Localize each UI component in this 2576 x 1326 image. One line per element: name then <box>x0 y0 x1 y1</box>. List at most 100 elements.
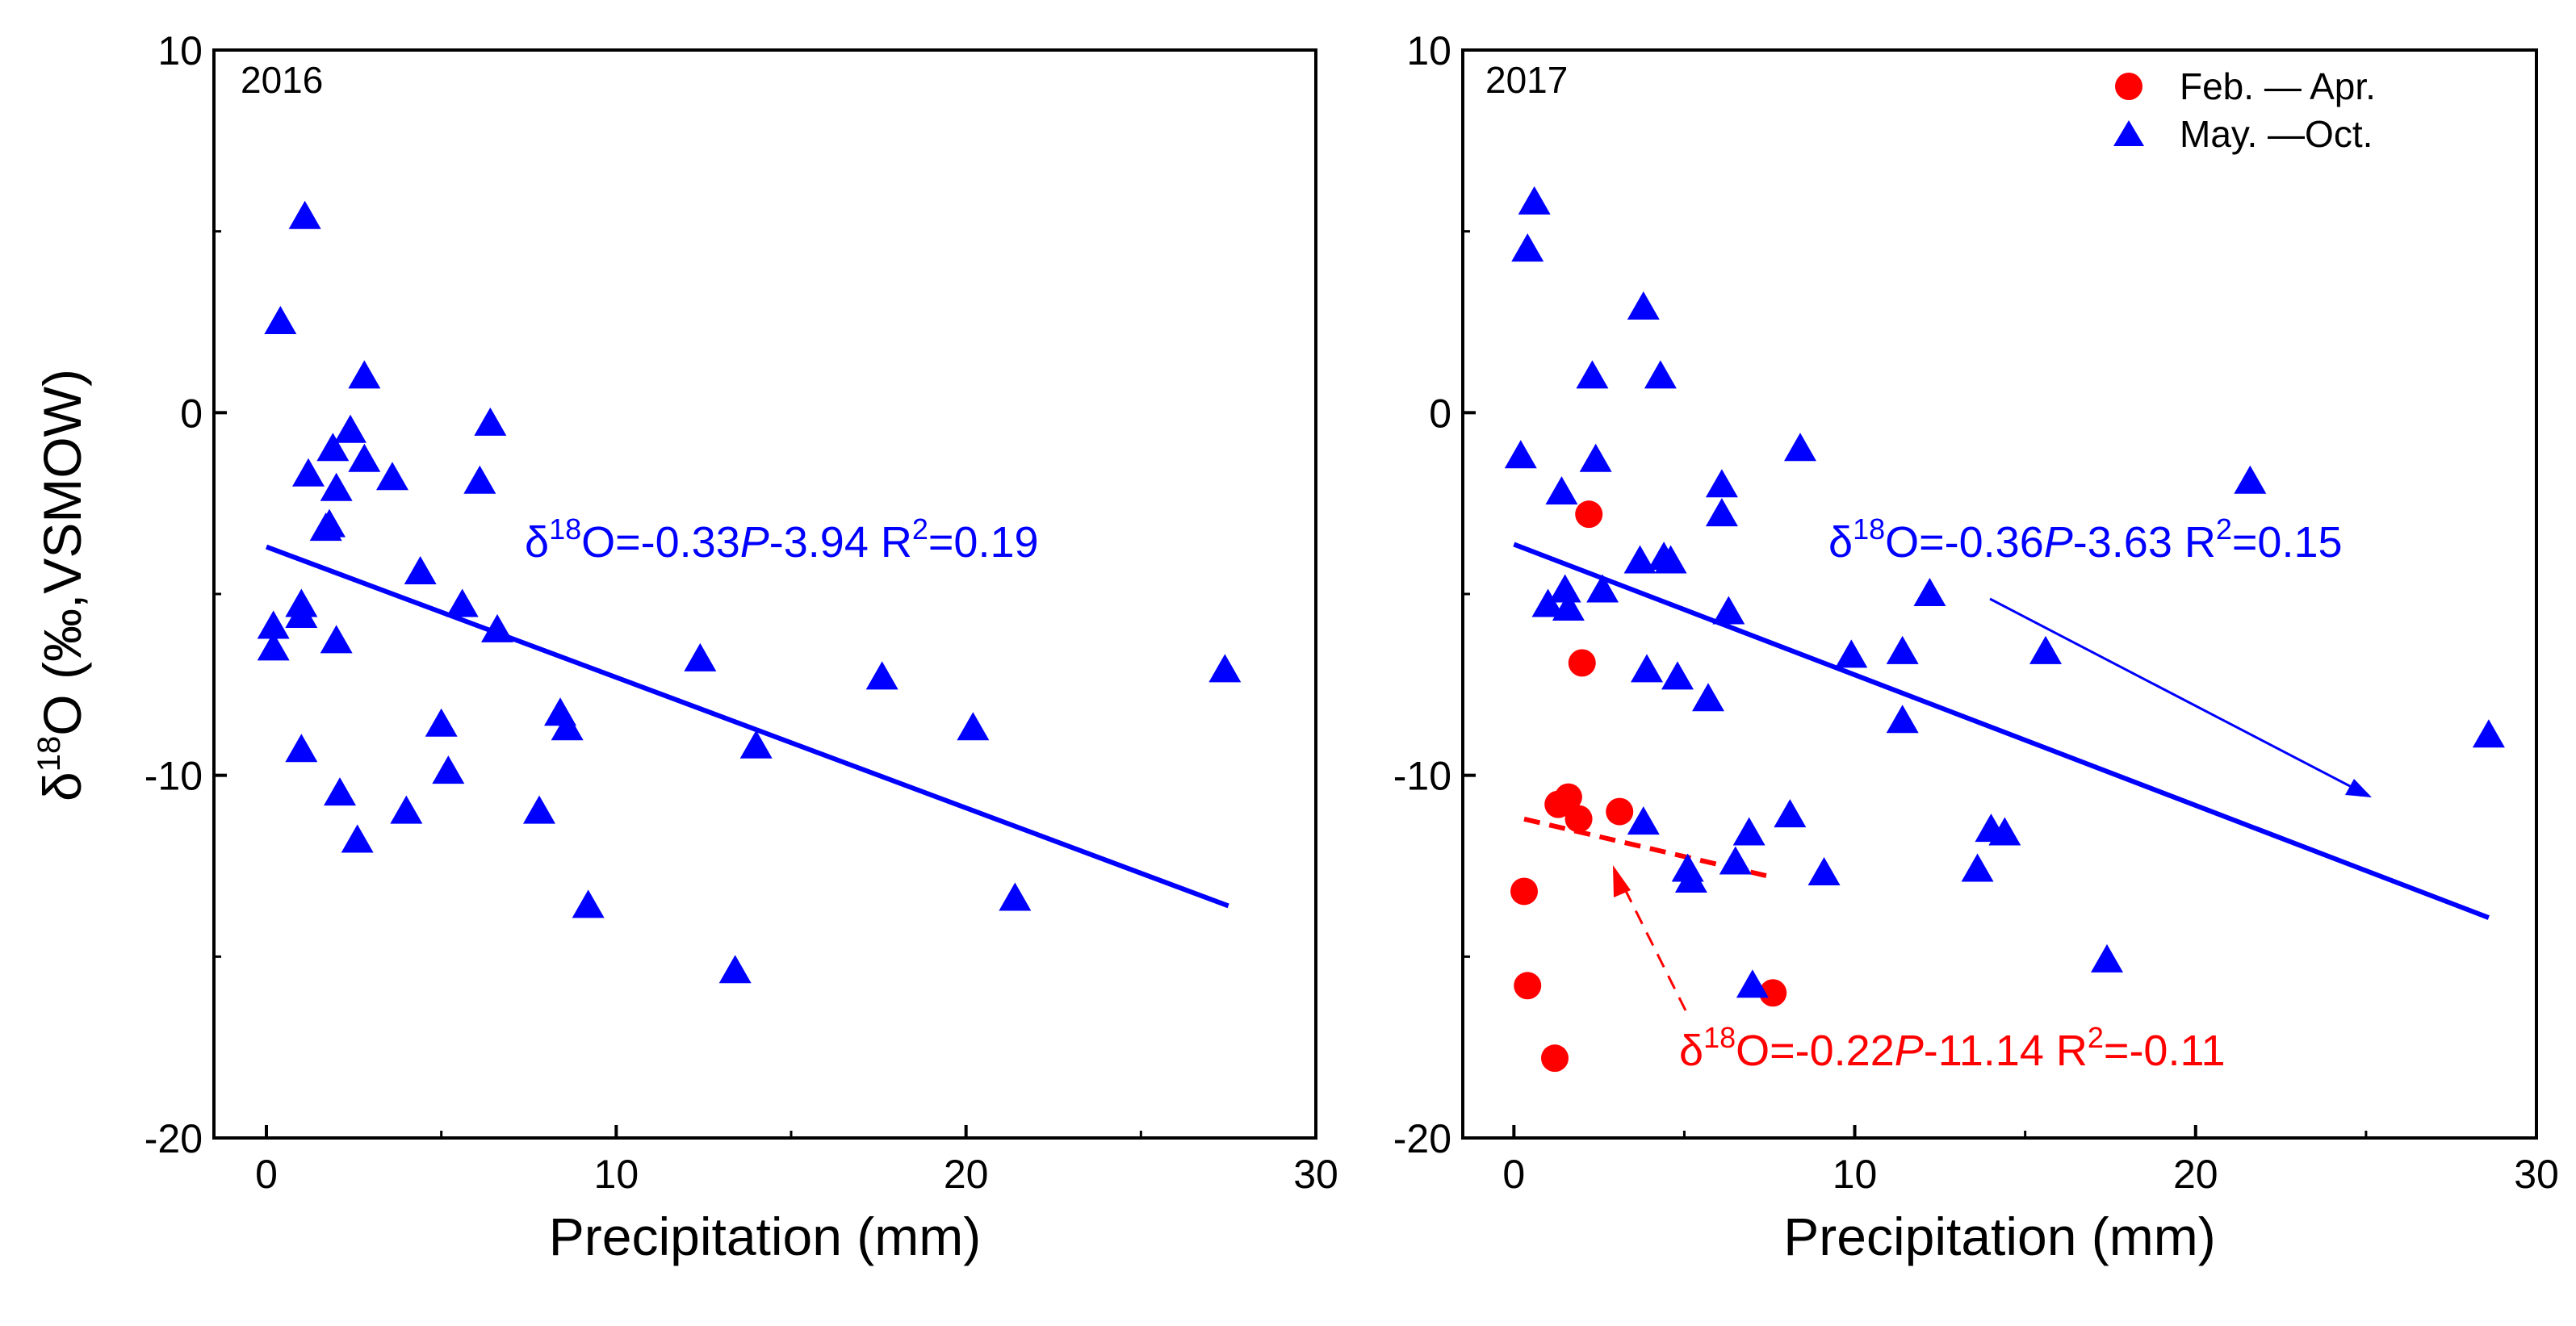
data-point-triangle <box>264 306 297 334</box>
y-tick-label: 0 <box>1429 391 1451 436</box>
data-point-triangle <box>957 712 990 741</box>
data-point-triangle <box>1623 545 1657 574</box>
data-point-triangle <box>390 795 423 824</box>
data-point-triangle <box>463 465 496 494</box>
data-point-circle <box>1568 649 1596 677</box>
regression-equation-2017-feb-apr: δ18O=-0.22P-11.14 R2=-0.11 <box>1679 1021 2226 1075</box>
data-point-triangle <box>1692 683 1724 712</box>
eq-delta: δ <box>1679 1027 1703 1075</box>
data-point-triangle <box>1208 654 1242 683</box>
data-point-triangle <box>572 889 605 918</box>
x-tick-label: 20 <box>2173 1152 2218 1197</box>
y-tick-label: -10 <box>145 754 203 799</box>
data-point-triangle <box>257 610 290 639</box>
data-point-triangle <box>1579 443 1612 472</box>
regression-equation-2017-may-oct: δ18O=-0.36P-3.63 R2=0.15 <box>1828 512 2343 567</box>
data-point-circle <box>1510 877 1538 906</box>
eq-after: -11.14 R <box>1924 1027 2088 1075</box>
legend-marker-triangle <box>2113 120 2144 146</box>
data-point-triangle <box>1712 596 1745 625</box>
legend: Feb. — Apr. May. —Oct. <box>2113 65 2376 155</box>
data-point-triangle <box>481 613 513 642</box>
data-point-triangle <box>1961 853 1994 882</box>
data-point-triangle <box>2472 719 2505 748</box>
eq-r2: =-0.11 <box>2104 1027 2226 1075</box>
data-point-triangle <box>1631 654 1663 683</box>
data-point-triangle <box>1807 856 1841 885</box>
x-axis-title-2017: Precipitation (mm) <box>1783 1207 2215 1266</box>
eq-r2: =0.19 <box>928 518 1039 567</box>
data-point-triangle <box>320 472 353 501</box>
data-point-triangle <box>292 458 325 487</box>
data-point-triangle <box>1661 661 1694 690</box>
data-point-triangle <box>1545 476 1578 505</box>
data-point-circle <box>1544 790 1573 818</box>
data-point-triangle <box>1835 639 1868 668</box>
y-axis-title-sup: 18 <box>31 736 67 772</box>
data-points-2017 <box>1504 186 2505 1073</box>
data-point-triangle <box>285 734 318 763</box>
eq-sup: 18 <box>549 512 581 546</box>
eq-mid: O=-0.36 <box>1885 518 2044 567</box>
data-point-triangle <box>739 730 773 759</box>
data-point-triangle <box>684 642 717 671</box>
data-point-triangle <box>404 556 437 585</box>
plot-frame-2017 <box>1461 48 2538 1140</box>
data-point-circle <box>1564 805 1593 833</box>
data-point-triangle <box>1518 186 1551 215</box>
data-point-triangle <box>1531 588 1564 617</box>
y-tick-label: -20 <box>145 1116 203 1161</box>
data-point-triangle <box>1886 635 1919 664</box>
fit-line-may-oct <box>265 544 1229 909</box>
data-point-triangle <box>1627 291 1660 320</box>
data-point-circle <box>1514 972 1542 1000</box>
data-point-triangle <box>348 360 381 389</box>
eq-mid: O=-0.22 <box>1736 1027 1895 1075</box>
data-point-triangle <box>865 661 898 690</box>
data-point-triangle <box>446 588 479 617</box>
data-points-2016 <box>257 200 1242 984</box>
y-axis-title: δ18O (‰,VSMOW) <box>31 369 92 801</box>
eq-var: P <box>1895 1027 1924 1075</box>
data-point-triangle <box>425 708 458 737</box>
data-point-triangle <box>718 955 752 984</box>
panel-label-2016: 2016 <box>241 59 323 101</box>
eq-delta: δ <box>1828 518 1853 567</box>
data-point-triangle <box>2234 465 2267 494</box>
eq-sup: 18 <box>1703 1021 1736 1054</box>
data-point-triangle <box>316 433 350 462</box>
data-point-triangle <box>341 824 374 853</box>
x-tick-label: 10 <box>1833 1152 1878 1197</box>
data-point-triangle <box>1988 817 2021 846</box>
data-point-triangle <box>1913 578 1946 606</box>
y-axis-title-delta: δ <box>32 772 92 801</box>
data-point-circle <box>1575 500 1603 529</box>
data-point-triangle <box>1674 864 1707 893</box>
data-point-triangle <box>288 200 321 229</box>
eq-delta: δ <box>525 518 549 567</box>
y-tick-label: -20 <box>1393 1116 1451 1161</box>
regression-equation-2016: δ18O=-0.33P-3.94 R2=0.19 <box>525 512 1039 567</box>
data-point-triangle <box>313 508 346 538</box>
x-ticks-2016: 0 10 20 30 <box>255 1125 1338 1197</box>
eq-r2: =0.15 <box>2232 518 2343 567</box>
data-point-triangle <box>1705 469 1738 498</box>
x-tick-label: 0 <box>1502 1152 1525 1197</box>
data-point-triangle <box>1576 360 1609 389</box>
eq-r2-sup: 2 <box>2216 512 2232 546</box>
annotation-arrow-red <box>1613 865 1687 1011</box>
data-point-triangle <box>999 882 1032 911</box>
panel-2017: 2017 10 0 -10 -20 0 10 20 30 Precipitation (mm… <box>1393 28 2559 1266</box>
data-point-triangle <box>474 407 507 436</box>
panel-2016: 2016 10 0 -10 -20 0 10 20 30 Precipitation (mm… <box>145 28 1338 1266</box>
data-point-triangle <box>1886 705 1919 734</box>
data-point-triangle <box>376 462 408 491</box>
arrow-line-red <box>1615 872 1687 1011</box>
fit-line-may-oct <box>1513 542 2490 920</box>
data-point-triangle <box>551 712 584 741</box>
arrow-line-blue <box>1989 597 2366 796</box>
plot-frame-2016 <box>212 48 1317 1140</box>
x-ticks-2017: 0 10 20 30 <box>1502 1125 2559 1197</box>
annotation-arrow-blue <box>1989 597 2372 797</box>
